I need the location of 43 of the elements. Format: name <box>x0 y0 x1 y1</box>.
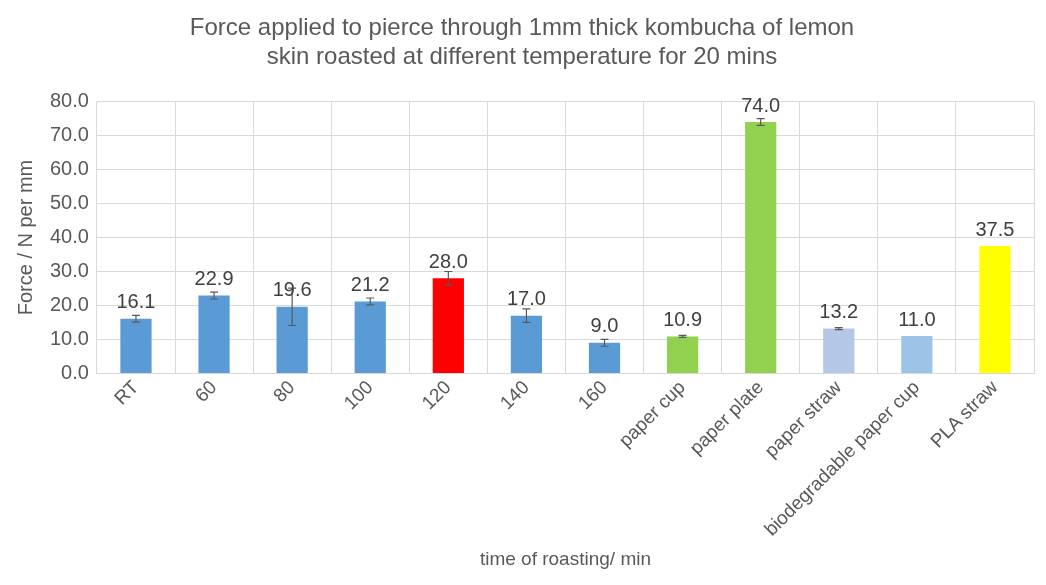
data-label: 17.0 <box>506 287 546 310</box>
bar <box>510 315 543 373</box>
bar <box>432 278 464 373</box>
bar <box>979 246 1011 373</box>
x-tick-label: RT <box>109 375 143 409</box>
data-label: 13.2 <box>819 300 859 323</box>
bar <box>588 342 621 373</box>
y-tick-label: 50.0 <box>49 191 89 214</box>
y-tick-label: 30.0 <box>49 259 89 282</box>
data-label: 9.0 <box>590 314 619 337</box>
y-tick-label: 60.0 <box>49 157 89 180</box>
y-tick-label: 70.0 <box>49 123 89 146</box>
y-tick-label: 0.0 <box>61 360 89 383</box>
bar <box>198 295 230 373</box>
y-tick-label: 40.0 <box>49 225 89 248</box>
bar <box>745 121 777 373</box>
bar <box>354 301 386 373</box>
y-tick-label: 10.0 <box>49 326 89 349</box>
data-label: 16.1 <box>116 290 156 313</box>
y-tick-label: 20.0 <box>49 292 89 315</box>
data-label: 74.0 <box>741 93 781 116</box>
x-tick-label: 120 <box>417 376 455 414</box>
data-label: 22.9 <box>194 267 234 290</box>
data-label: 19.6 <box>272 278 312 301</box>
data-label: 11.0 <box>898 307 936 330</box>
y-axis-title: Force / N per mm <box>13 159 36 316</box>
data-label: 37.5 <box>975 217 1015 240</box>
data-label: 10.9 <box>663 307 703 330</box>
x-tick-label: 60 <box>190 376 221 406</box>
bar <box>666 336 699 373</box>
data-label: 28.0 <box>428 249 468 272</box>
bar <box>276 306 308 373</box>
data-label: 21.2 <box>350 272 390 295</box>
bar <box>901 336 933 373</box>
x-tick-label: 80 <box>268 376 299 406</box>
x-tick-label: 140 <box>495 376 533 414</box>
bar <box>120 318 152 373</box>
x-tick-label: 160 <box>573 376 612 414</box>
y-tick-label: 80.0 <box>49 89 89 112</box>
x-axis-title: time of roasting/ min <box>479 547 651 569</box>
bar <box>823 328 855 373</box>
x-tick-label: 100 <box>339 376 377 414</box>
chart-title: Force applied to pierce through 1mm thick kombucha of lemon skin roasted at different temperature for 20 mins <box>189 13 855 69</box>
